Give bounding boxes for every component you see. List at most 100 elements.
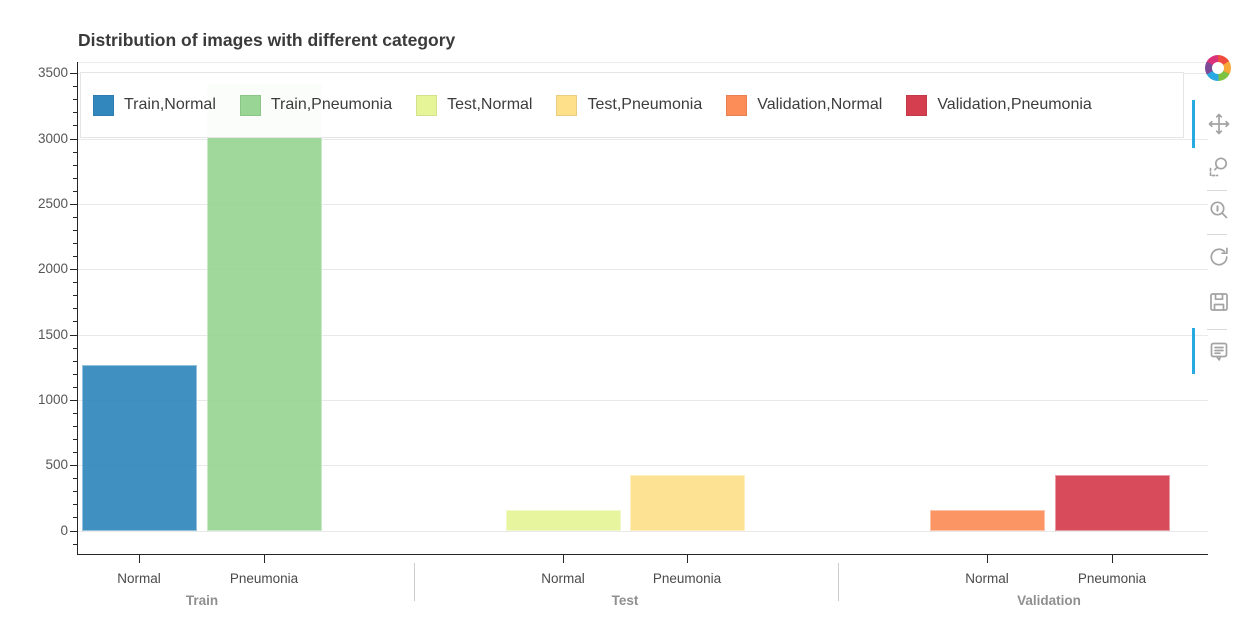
move-icon	[1207, 112, 1231, 136]
bar-test-pneumonia[interactable]	[629, 474, 745, 532]
y-minor-tick	[73, 412, 78, 414]
tool-separator	[1207, 190, 1227, 191]
toolbar	[1192, 40, 1254, 400]
y-minor-tick	[73, 282, 78, 284]
y-major-tick	[70, 399, 78, 401]
y-minor-tick	[73, 308, 78, 310]
y-minor-tick	[73, 243, 78, 245]
legend-item: Train,Normal	[93, 94, 216, 116]
y-minor-tick	[73, 256, 78, 258]
legend-item: Validation,Normal	[726, 94, 883, 116]
y-minor-tick	[73, 112, 78, 114]
hover-icon	[1207, 339, 1231, 363]
legend-label: Validation,Normal	[757, 96, 883, 113]
legend-swatch-test-pneumonia	[556, 94, 578, 116]
legend-swatch-test-normal	[416, 94, 438, 116]
y-minor-tick	[73, 216, 78, 218]
x-major-tick	[987, 553, 988, 563]
tool-separator	[1207, 234, 1227, 235]
y-major-tick	[70, 530, 78, 532]
legend-label: Train,Pneumonia	[270, 96, 393, 113]
legend-swatch-train-normal	[93, 94, 114, 116]
y-minor-tick	[73, 425, 78, 427]
y-minor-tick	[73, 386, 78, 388]
y-tick-label: 3500	[37, 65, 68, 81]
y-minor-tick	[73, 373, 78, 375]
y-minor-tick	[73, 295, 78, 297]
y-tick-label: 500	[45, 457, 68, 473]
y-minor-tick	[73, 86, 78, 88]
bokeh-logo[interactable]	[1205, 55, 1231, 81]
y-gridline	[78, 138, 1208, 140]
legend-label: Test,Pneumonia	[587, 96, 703, 113]
y-minor-tick	[73, 151, 78, 153]
x-tick-label-normal: Normal	[965, 571, 1009, 586]
y-minor-tick	[73, 229, 78, 231]
y-minor-tick	[73, 439, 78, 441]
group-separator	[414, 563, 415, 601]
y-axis-line	[77, 62, 78, 554]
active-tool-indicator-pan	[1192, 100, 1195, 148]
group-separator	[838, 563, 839, 601]
legend-swatch-validation-pneumonia	[906, 94, 928, 116]
y-minor-tick	[73, 347, 78, 349]
x-tick-label-pneumonia: Pneumonia	[652, 571, 722, 586]
y-minor-tick	[73, 164, 78, 166]
y-major-tick	[70, 334, 78, 336]
y-minor-tick	[73, 478, 78, 480]
y-minor-tick	[73, 321, 78, 323]
chart-title: Distribution of images with different ca…	[78, 30, 456, 50]
y-gridline	[78, 465, 1208, 467]
y-major-tick	[70, 269, 78, 271]
wheel-zoom-icon	[1207, 199, 1231, 223]
y-major-tick	[70, 465, 78, 467]
y-gridline	[78, 269, 1208, 271]
y-minor-tick	[73, 125, 78, 127]
y-gridline	[78, 203, 1208, 205]
x-major-tick	[139, 553, 140, 563]
y-minor-tick	[73, 99, 78, 101]
y-gridline	[78, 334, 1208, 336]
y-tick-label: 2000	[37, 261, 68, 277]
legend-label: Test,Normal	[447, 96, 533, 113]
legend-swatch-train-pneumonia	[239, 94, 261, 116]
tool-button-wheel-zoom[interactable]	[1205, 197, 1233, 225]
tool-button-reset[interactable]	[1205, 243, 1233, 271]
group-label-train: Train	[185, 593, 219, 608]
tool-button-save[interactable]	[1205, 288, 1233, 316]
legend-label: Validation,Pneumonia	[937, 96, 1092, 113]
bar-validation-normal[interactable]	[929, 509, 1045, 532]
group-label-test: Test	[611, 593, 639, 608]
legend: Train,Normal Train,Pneumonia Test,Normal Te…	[80, 72, 1184, 138]
bar-validation-pneumonia[interactable]	[1054, 474, 1170, 532]
y-major-tick	[70, 73, 78, 75]
legend-item: Test,Pneumonia	[556, 94, 703, 116]
x-tick-label-normal: Normal	[117, 571, 161, 586]
y-minor-tick	[73, 517, 78, 519]
y-minor-tick	[73, 360, 78, 362]
y-minor-tick	[73, 543, 78, 545]
x-major-tick	[264, 553, 265, 563]
y-tick-label: 3000	[37, 130, 68, 146]
y-tick-label: 0	[60, 522, 68, 538]
legend-item: Train,Pneumonia	[239, 94, 393, 116]
y-tick-label: 1500	[37, 326, 68, 342]
y-major-tick	[70, 138, 78, 140]
bar-test-normal[interactable]	[505, 509, 621, 532]
tool-button-pan[interactable]	[1205, 110, 1233, 138]
bar-train-normal[interactable]	[81, 365, 197, 532]
group-label-validation: Validation	[1017, 593, 1081, 608]
x-major-tick	[1112, 553, 1113, 563]
tool-button-box-zoom[interactable]	[1205, 153, 1233, 181]
y-major-tick	[70, 203, 78, 205]
legend-label: Train,Normal	[124, 96, 216, 113]
box-zoom-icon	[1207, 155, 1231, 179]
bar-train-pneumonia[interactable]	[206, 83, 322, 532]
x-tick-label-pneumonia: Pneumonia	[229, 571, 299, 586]
active-tool-indicator-hover	[1192, 328, 1195, 374]
y-minor-tick	[73, 491, 78, 493]
tool-button-hover[interactable]	[1205, 337, 1233, 365]
legend-item: Validation,Pneumonia	[906, 94, 1092, 116]
